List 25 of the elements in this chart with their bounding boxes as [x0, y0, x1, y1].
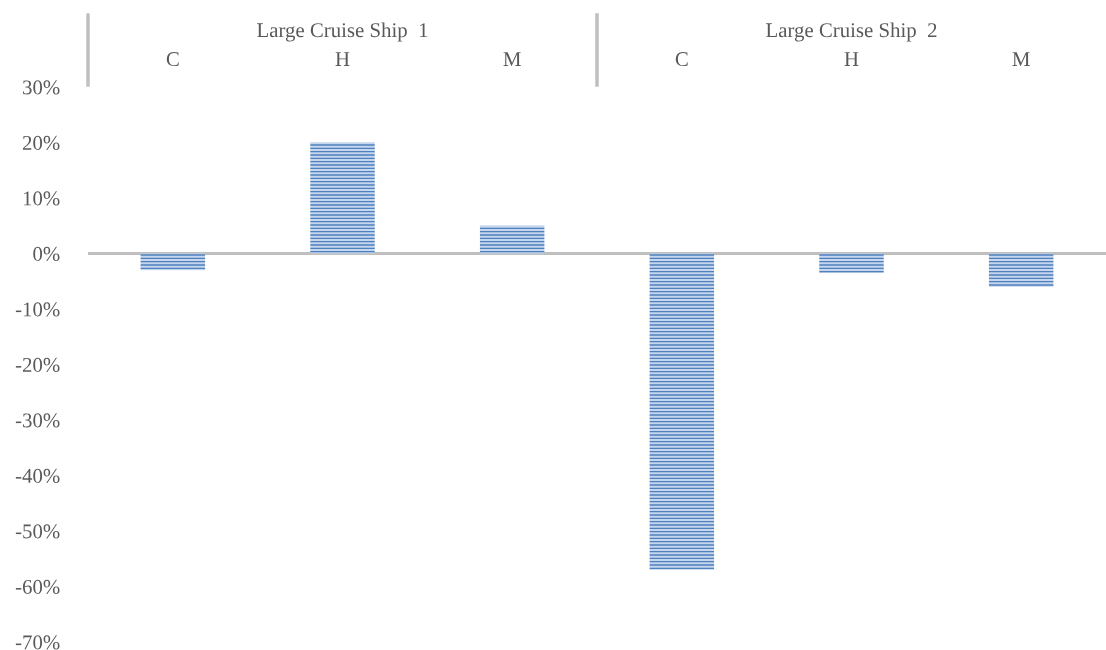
y-tick-label: -50%	[15, 524, 60, 539]
x-tick-label: H	[844, 52, 859, 66]
bar	[310, 142, 375, 254]
bar	[988, 253, 1054, 287]
y-tick-label: -70%	[15, 635, 60, 650]
y-tick-label: -40%	[15, 468, 60, 483]
x-tick-label: C	[166, 52, 179, 67]
y-tick-label: 30%	[23, 80, 60, 95]
x-tick-label: M	[1012, 52, 1030, 66]
bar	[140, 253, 206, 271]
y-tick-label: -10%	[15, 302, 60, 317]
bar	[479, 225, 545, 254]
bar	[819, 253, 884, 273]
y-tick-label: -60%	[15, 579, 60, 594]
y-tick-label: -20%	[15, 357, 60, 372]
y-tick-label: 20%	[22, 135, 60, 150]
x-tick-label: C	[675, 52, 688, 67]
y-tick-label: 0%	[33, 246, 60, 261]
y-tick-label: 10%	[23, 191, 60, 206]
x-tick-label: M	[503, 52, 521, 66]
y-tick-label: -30%	[15, 413, 60, 428]
bar	[649, 253, 715, 570]
text: Large Cruise Ship 2	[766, 22, 937, 42]
x-tick-label: H	[335, 52, 350, 66]
text: Large Cruise Ship 1	[257, 22, 428, 42]
